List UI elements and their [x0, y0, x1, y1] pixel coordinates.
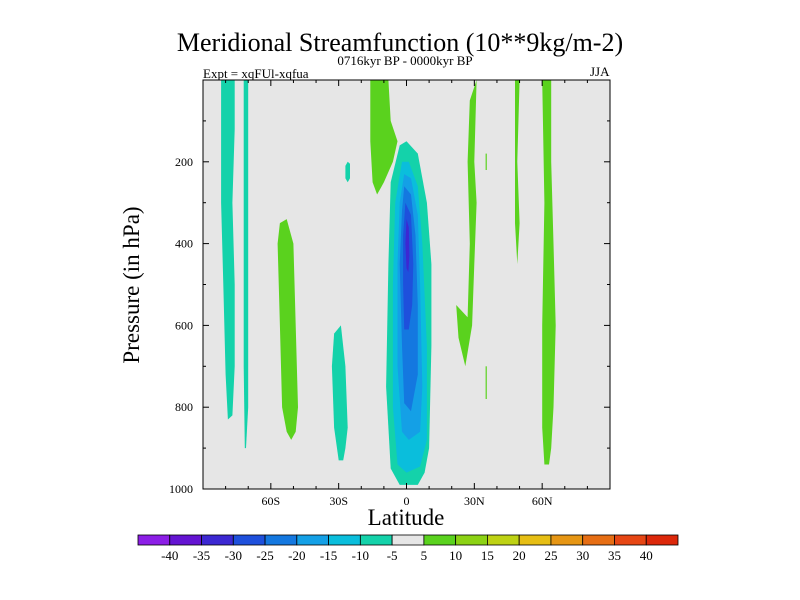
- colorbar-box: [264, 534, 298, 546]
- x-tick-label: 30N: [464, 494, 485, 508]
- colorbar-box: [550, 534, 584, 546]
- contour-green-blob-55S: [277, 219, 298, 440]
- colorbar-label: -35: [193, 548, 210, 563]
- colorbar-label: -25: [256, 548, 273, 563]
- colorbar-label: -20: [288, 548, 305, 563]
- colorbar-box: [296, 534, 329, 546]
- colorbar-box: [518, 534, 552, 546]
- colorbar-box: [391, 534, 425, 546]
- colorbar-box: [487, 534, 520, 546]
- x-tick-label: 60N: [532, 494, 553, 508]
- colorbar-box: [328, 534, 361, 546]
- colorbar-label: 15: [481, 548, 494, 563]
- colorbar-box: [455, 534, 488, 546]
- colorbar-box: [201, 534, 234, 546]
- x-axis-label: Latitude: [367, 505, 445, 530]
- x-tick-label: 30S: [329, 494, 348, 508]
- colorbar-label: -15: [320, 548, 337, 563]
- colorbar-box: [232, 534, 266, 546]
- contour-green-line-49N: [515, 80, 520, 265]
- chart-subtitle-period: 0716kyr BP - 0000kyr BP: [337, 53, 473, 68]
- colorbar-box: [137, 534, 171, 546]
- colorbar-label: -40: [161, 548, 178, 563]
- contour-green-line-35N: [485, 153, 487, 170]
- x-tick-label: 60S: [261, 494, 280, 508]
- colorbar-label: -5: [387, 548, 398, 563]
- colorbar-label: 30: [576, 548, 589, 563]
- y-tick-label: 600: [175, 318, 193, 332]
- contour-green-blob-30N: [456, 80, 477, 367]
- colorbar-box: [169, 534, 202, 546]
- y-tick-label: 1000: [169, 482, 193, 496]
- colorbar-box: [359, 534, 393, 546]
- colorbar-label: 5: [421, 548, 428, 563]
- contour-green-band-63N: [542, 80, 556, 465]
- y-tick-label: 400: [175, 237, 193, 251]
- contour-level-minus-30: [405, 219, 410, 273]
- colorbar-label: 10: [449, 548, 462, 563]
- chart-subtitle-season: JJA: [590, 64, 610, 79]
- chart-subtitle-experiment: Expt = xqFUl-xqfua: [203, 66, 309, 81]
- colorbar-label: 20: [513, 548, 526, 563]
- contour-cyan-blob-30S: [331, 325, 348, 461]
- colorbar-box: [645, 534, 679, 546]
- contour-cyan-band-78S: [221, 80, 235, 420]
- colorbar-box: [614, 534, 647, 546]
- colorbar-label: -30: [225, 548, 242, 563]
- contour-fills: [221, 80, 556, 485]
- colorbar-box: [582, 534, 615, 546]
- x-tick-label: 0: [404, 494, 410, 508]
- chart-title: Meridional Streamfunction (10**9kg/m-2): [176, 28, 624, 57]
- colorbar-box: [423, 534, 457, 546]
- contour-green-band-10S: [370, 80, 398, 195]
- y-tick-label: 200: [175, 155, 193, 169]
- contour-cyan-dot-26S: [345, 161, 350, 183]
- colorbar-label: 25: [544, 548, 557, 563]
- colorbar-label: 35: [608, 548, 621, 563]
- contour-cyan-band-71S: [243, 80, 249, 449]
- y-tick-label: 800: [175, 400, 193, 414]
- contour-green-line-35N-lower: [485, 366, 487, 399]
- colorbar-label: 40: [640, 548, 653, 563]
- colorbar-label: -10: [352, 548, 369, 563]
